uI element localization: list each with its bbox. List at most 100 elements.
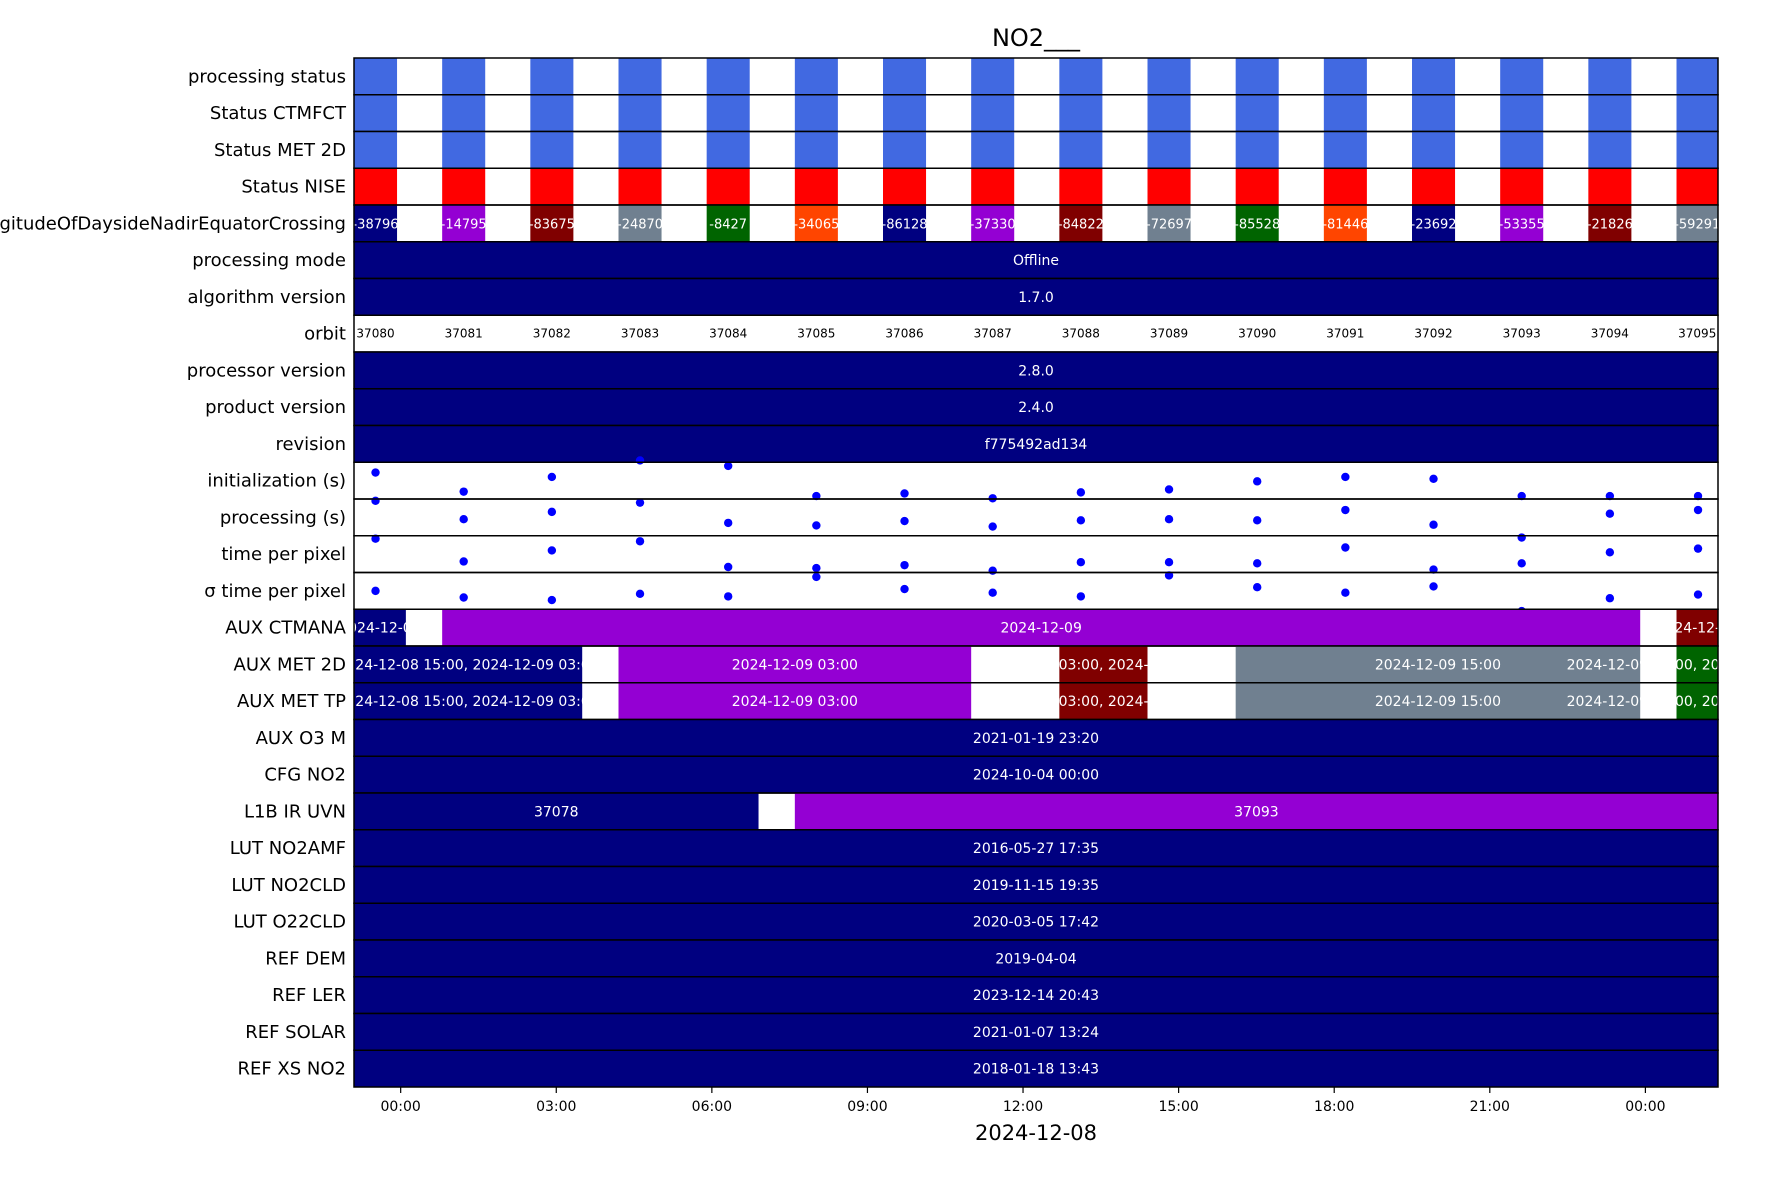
row-label: orbit: [304, 324, 346, 345]
scatter-point: [459, 487, 468, 496]
row-26: REF SOLAR 2021-01-07 13:24: [245, 1012, 1719, 1051]
status-mark: [618, 58, 662, 95]
orbit-mark-label: -34065: [793, 217, 839, 232]
status-mark: [1235, 58, 1279, 95]
row-11: initialization (s): [207, 456, 1719, 503]
orbit-mark-label: -83675: [529, 217, 575, 232]
row-22: LUT NO2CLD 2019-11-15 19:35: [231, 865, 1719, 904]
row-3: Status NISE: [241, 167, 1719, 206]
orbit-number: 37082: [533, 327, 571, 341]
row-9: product version 2.4.0: [205, 388, 1719, 427]
scatter-point: [1517, 559, 1526, 568]
status-mark: [1588, 131, 1632, 169]
scatter-point: [371, 496, 380, 506]
scatter-point: [635, 456, 645, 465]
status-mark: [706, 94, 750, 132]
x-tick-label: 03:00: [536, 1099, 576, 1115]
scatter-point: [1341, 543, 1350, 552]
row-20: L1B IR UVN 37078 37093: [244, 792, 1719, 831]
bar-segment: [354, 829, 1718, 867]
scatter-point: [371, 534, 380, 543]
orbit-number: 37093: [1503, 327, 1541, 341]
bar-segment-label: 2024-12-09 15:00, 2024-12-10 03:00: [1567, 694, 1771, 710]
row-10: revision f775492ad134: [275, 424, 1719, 463]
status-mark: [354, 58, 398, 95]
row-5: processing mode Offline: [192, 241, 1719, 280]
scatter-point: [900, 584, 909, 594]
status-mark: [1059, 168, 1103, 205]
row-label: algorithm version: [187, 287, 346, 308]
row-label: AUX MET 2D: [234, 654, 346, 675]
bar-segment-label: 2024-12-09 15:00, 2024-12-10 03:00: [1567, 657, 1771, 673]
scatter-point: [1693, 590, 1703, 599]
orbit-mark: [971, 205, 1015, 242]
status-mark: [1500, 58, 1544, 95]
scatter-point: [1605, 509, 1615, 518]
scatter-point: [723, 592, 733, 601]
orbit-mark: [1676, 205, 1718, 242]
bar-segment-label: 2024-12-09 15:00: [1375, 694, 1501, 710]
scatter-point: [635, 537, 645, 546]
bar-segment-label: Offline: [1013, 253, 1059, 269]
x-tick-label: 12:00: [1003, 1099, 1043, 1115]
bar-segment-label: 2019-11-15 19:35: [973, 878, 1099, 894]
scatter-point: [1164, 558, 1174, 567]
bar-segment-label: 2024-12-10: [1657, 621, 1738, 637]
row-label: REF XS NO2: [237, 1059, 346, 1080]
rows-layer: processing status Status CTMFCT Status MET…: [0, 57, 1771, 1088]
orbit-mark-label: -59291: [1674, 217, 1720, 232]
orbit-mark: [883, 205, 927, 242]
status-mark: [1059, 131, 1103, 169]
scatter-point: [547, 507, 557, 517]
row-19: CFG NO2 2024-10-04 00:00: [264, 755, 1719, 794]
bar-segment-label: 2024-12-08: [339, 621, 420, 637]
row-label: LUT NO2AMF: [230, 838, 346, 859]
row-24: REF DEM 2019-04-04: [265, 939, 1719, 978]
scatter-point: [1429, 520, 1438, 529]
row-label: REF LER: [272, 985, 346, 1006]
row-label: time per pixel: [221, 544, 346, 565]
bar-segment-label: f775492ad134: [985, 437, 1088, 453]
status-mark: [1323, 58, 1367, 95]
scatter-point: [1076, 558, 1086, 567]
orbit-number: 37091: [1326, 327, 1364, 341]
status-mark: [354, 131, 398, 169]
row-border: [353, 1049, 1719, 1088]
orbit-mark: [1588, 205, 1632, 242]
orbit-number: 37085: [797, 327, 835, 341]
scatter-point: [1164, 571, 1174, 580]
scatter-point: [547, 472, 557, 482]
scatter-point: [1693, 544, 1703, 553]
row-8: processor version 2.8.0: [187, 351, 1719, 390]
scatter-point: [1252, 516, 1262, 525]
orbit-mark-label: -23692: [1411, 217, 1457, 232]
row-14: σ time per pixel: [204, 571, 1719, 616]
orbit-number: 37095: [1678, 327, 1716, 341]
scatter-point: [723, 562, 733, 572]
x-tick-label: 06:00: [692, 1099, 732, 1115]
row-label: LUT NO2CLD: [231, 875, 346, 896]
row-label: AUX CTMANA: [225, 618, 346, 639]
status-mark: [971, 58, 1015, 95]
row-25: REF LER 2023-12-14 20:43: [272, 976, 1719, 1015]
bar-segment: [1676, 646, 1718, 683]
bar-segment: [1059, 646, 1148, 683]
status-mark: [1323, 168, 1367, 205]
scatter-point: [900, 560, 909, 570]
status-mark: [1412, 168, 1456, 205]
x-tick-label: 00:00: [1625, 1099, 1665, 1115]
status-mark: [1588, 58, 1632, 95]
status-mark: [354, 94, 398, 132]
chart-title: NO2___: [992, 24, 1081, 52]
status-mark: [1147, 94, 1191, 132]
orbit-mark-label: -85528: [1234, 217, 1280, 232]
orbit-mark-label: -14795: [441, 217, 487, 232]
orbit-mark: [530, 205, 574, 242]
status-mark: [1235, 94, 1279, 132]
status-mark: [442, 131, 486, 169]
scatter-point: [812, 572, 821, 582]
orbit-number: 37094: [1591, 327, 1629, 341]
bar-segment: [1676, 682, 1718, 720]
row-label: CFG NO2: [264, 765, 346, 786]
